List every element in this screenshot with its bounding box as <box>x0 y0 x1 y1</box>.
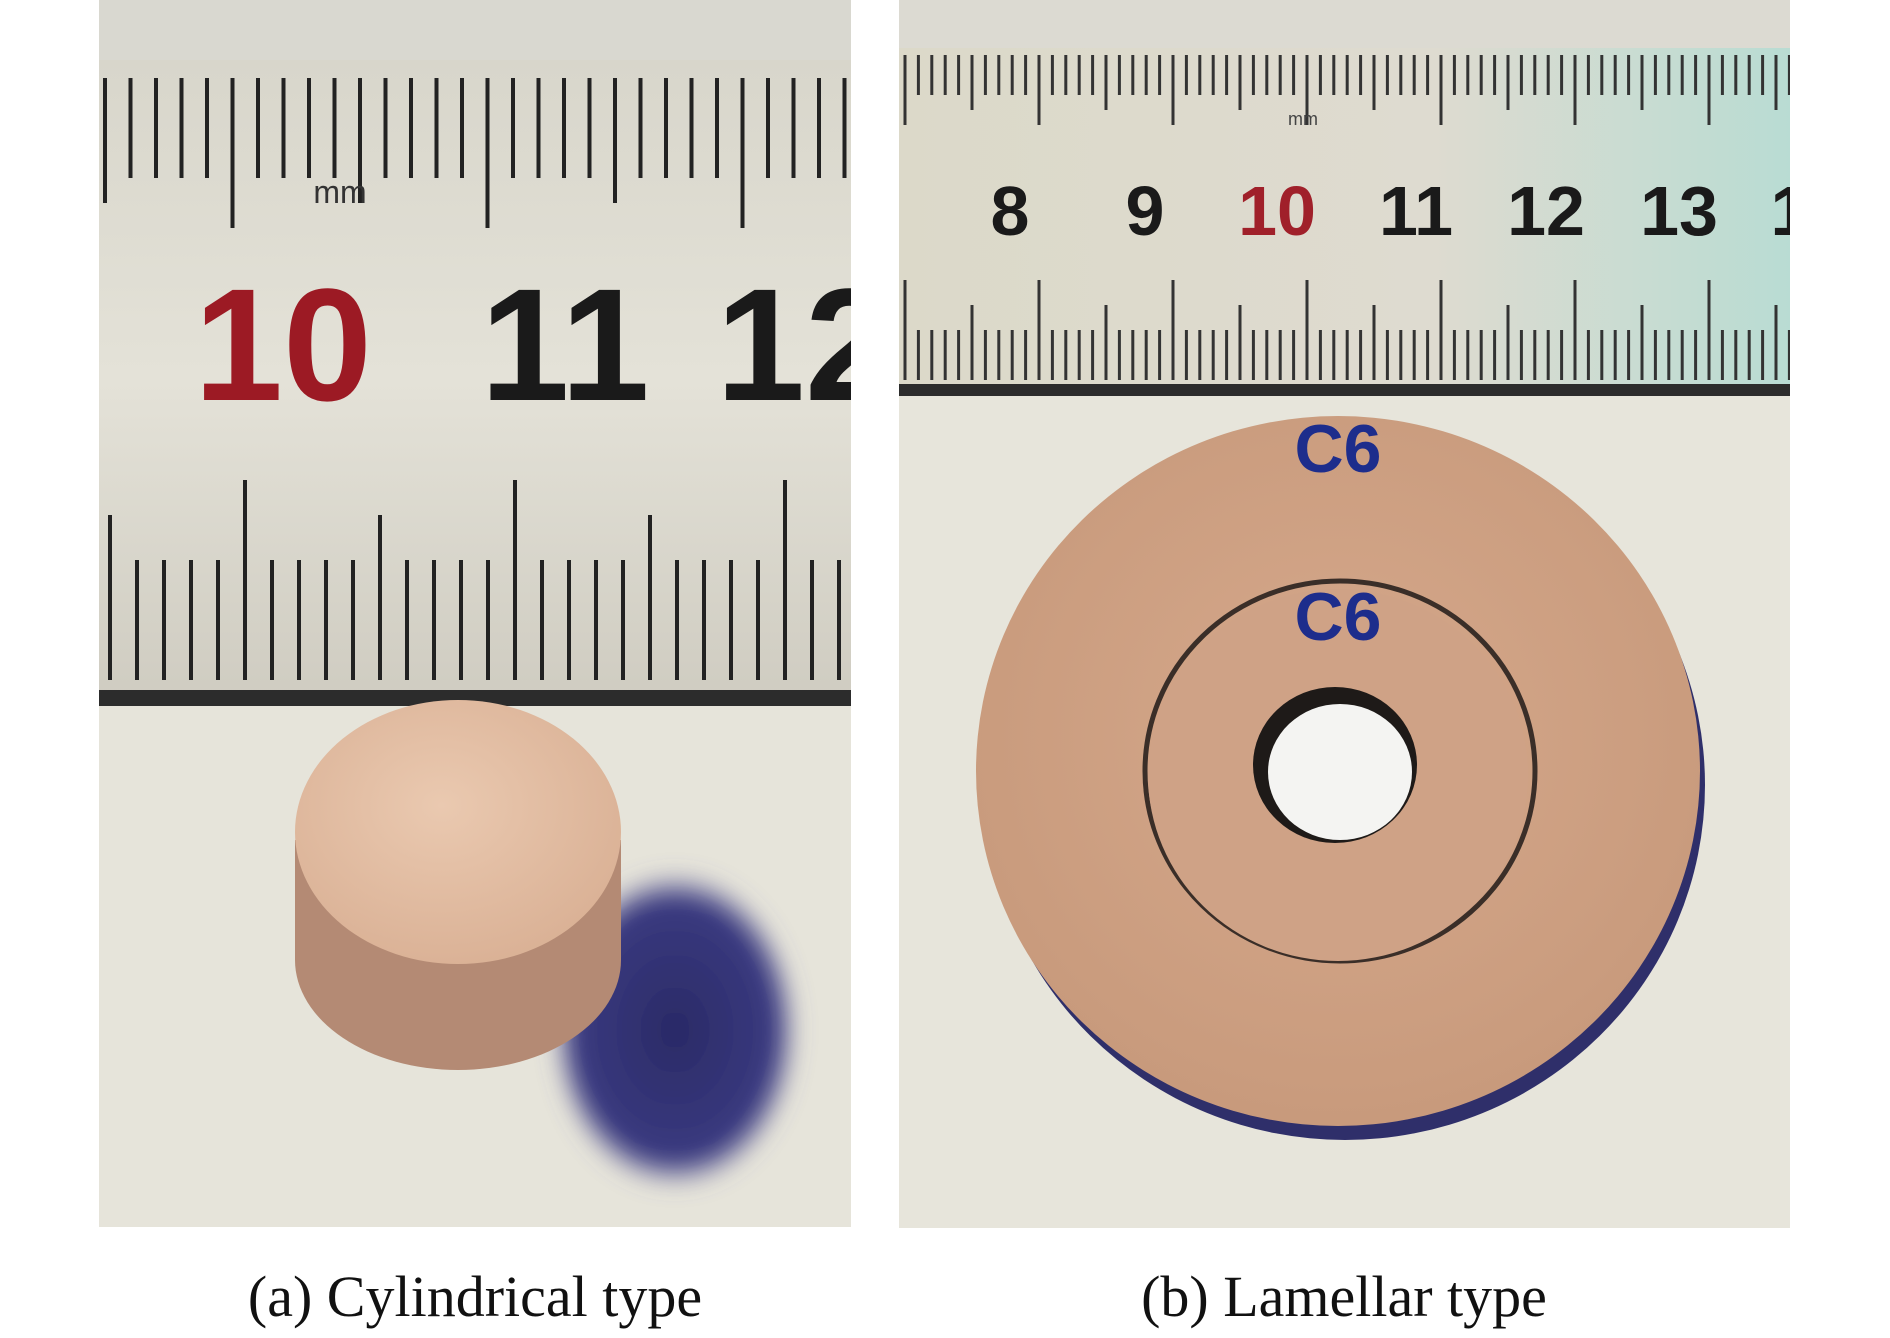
ruler-label: 8 <box>991 172 1030 250</box>
ruler-label: 11 <box>1379 172 1453 250</box>
hole <box>1268 704 1412 840</box>
ruler-label: 13 <box>1640 172 1718 250</box>
ruler-label: 12 <box>1507 172 1585 250</box>
ruler-label: 11 <box>480 255 649 434</box>
ruler-unit: mm <box>1288 109 1318 129</box>
inner-ring <box>1142 578 1538 964</box>
sample-label: C6 <box>1295 411 1382 487</box>
ruler-unit: mm <box>313 174 366 210</box>
ruler-label: 9 <box>1126 172 1165 250</box>
sample-label: C6 <box>1295 579 1382 655</box>
photo-cylindrical: 10 11 12 mm <box>99 0 894 1227</box>
ruler-label: 1 <box>1771 172 1810 250</box>
ruler-label: 10 <box>1238 172 1316 250</box>
ruler-label: 12 <box>716 255 894 434</box>
caption: (a) Cylindrical type <box>248 1264 702 1329</box>
caption: (b) Lamellar type <box>1141 1264 1547 1329</box>
ruler-label: 10 <box>194 255 372 434</box>
photo-lamellar: 8 9 10 11 12 13 1 mm C6 C6 <box>899 0 1810 1228</box>
cylinder-top <box>295 700 621 964</box>
